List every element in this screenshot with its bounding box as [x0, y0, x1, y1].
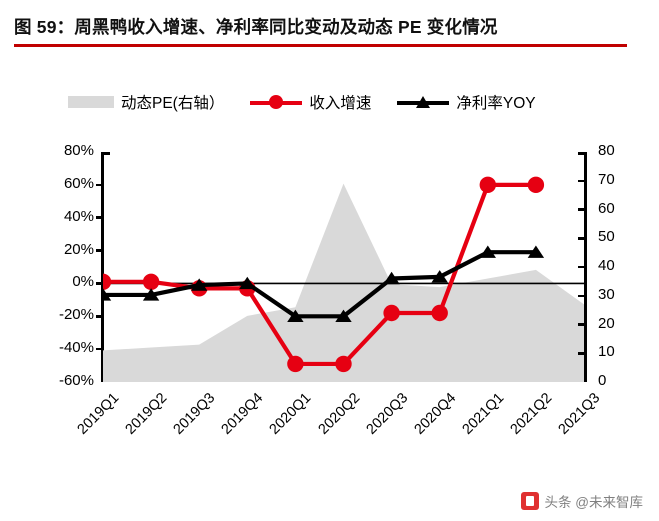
data-point-marker-triangle [383, 271, 400, 285]
series-line-margin [103, 250, 538, 319]
data-point-marker-triangle [335, 309, 352, 322]
left-tick-label: -40% [58, 339, 94, 357]
legend-item-pe: 动态PE(右轴） [68, 91, 224, 113]
right-tick-mark [578, 208, 585, 211]
left-tick-mark [96, 183, 103, 187]
data-point-marker-circle [479, 176, 496, 194]
right-axis-tick-labels: 80 70 60 50 40 30 20 10 0 [598, 0, 650, 521]
data-point-marker-circle [103, 273, 112, 290]
book-logo-icon [520, 492, 539, 510]
data-point-marker-circle [142, 273, 160, 290]
legend-label-pe: 动态PE(右轴） [121, 95, 225, 112]
data-point-marker-circle [335, 355, 352, 373]
area-swatch-icon [68, 96, 114, 108]
right-axis-top-cap [578, 152, 587, 155]
watermark-text: 头条 @未来智库 [544, 495, 643, 510]
left-tick-label: 40% [63, 207, 94, 225]
right-tick-label: 60 [598, 199, 615, 217]
figure-title-block: 图 59：周黑鸭收入增速、净利率同比变动及动态 PE 变化情况 [14, 14, 646, 47]
legend-item-revenue: 收入增速 [250, 91, 371, 113]
left-tick-label: 0% [72, 273, 94, 291]
data-point-marker-circle [383, 304, 400, 322]
left-axis-tick-labels: 80% 60% 40% 20% 0% -20% -40% -60% [22, 0, 94, 521]
left-tick-label: -60% [58, 372, 94, 389]
right-tick-mark [578, 294, 585, 297]
left-tick-label: -20% [58, 306, 94, 324]
left-tick-label: 20% [63, 240, 94, 258]
data-point-marker-circle [287, 355, 304, 373]
legend-label-margin: 净利率YOY [456, 95, 536, 112]
right-tick-label: 70 [598, 170, 615, 188]
right-tick-label: 20 [598, 314, 615, 332]
page-title: 图 59：周黑鸭收入增速、净利率同比变动及动态 PE 变化情况 [14, 17, 498, 37]
plot-area [103, 152, 584, 382]
data-point-marker-triangle [287, 309, 304, 322]
left-tick-mark [96, 347, 103, 351]
data-point-marker-triangle [479, 245, 496, 258]
left-tick-label: 60% [63, 174, 94, 192]
right-tick-mark [578, 323, 585, 326]
left-tick-mark [96, 249, 103, 252]
left-tick-mark [96, 282, 103, 285]
right-tick-label: 80 [598, 142, 615, 159]
data-point-marker-triangle [239, 276, 256, 290]
right-tick-label: 30 [598, 285, 615, 303]
left-tick-mark [96, 315, 103, 318]
line-circle-swatch-icon [250, 95, 303, 109]
right-axis-spine [584, 152, 587, 382]
data-point-marker-circle [431, 304, 448, 322]
series-line-revenue [103, 182, 538, 367]
left-axis-spine [101, 152, 104, 382]
right-tick-label: 10 [598, 343, 615, 361]
data-point-marker-triangle [142, 288, 160, 301]
legend-item-margin: 净利率YOY [397, 91, 536, 113]
right-tick-label: 0 [598, 372, 607, 389]
right-tick-label: 40 [598, 257, 615, 274]
left-tick-mark [96, 216, 103, 219]
title-underline-rule [14, 44, 627, 47]
watermark: 头条 @未来智库 [520, 491, 643, 511]
right-tick-mark [578, 237, 585, 240]
data-point-marker-triangle [527, 245, 545, 258]
chart-canvas [103, 176, 584, 382]
line-triangle-swatch-icon [397, 95, 450, 109]
data-point-marker-triangle [431, 270, 448, 283]
right-tick-mark [578, 179, 585, 182]
data-point-marker-triangle [191, 278, 208, 291]
chart-legend: 动态PE(右轴） 收入增速 净利率YOY [68, 88, 588, 116]
left-tick-label: 80% [63, 142, 94, 159]
legend-label-revenue: 收入增速 [309, 95, 372, 112]
right-tick-mark [578, 265, 585, 269]
data-point-marker-circle [527, 176, 545, 194]
left-axis-top-cap [101, 152, 110, 155]
right-tick-mark [578, 352, 585, 355]
right-tick-label: 50 [598, 228, 615, 246]
